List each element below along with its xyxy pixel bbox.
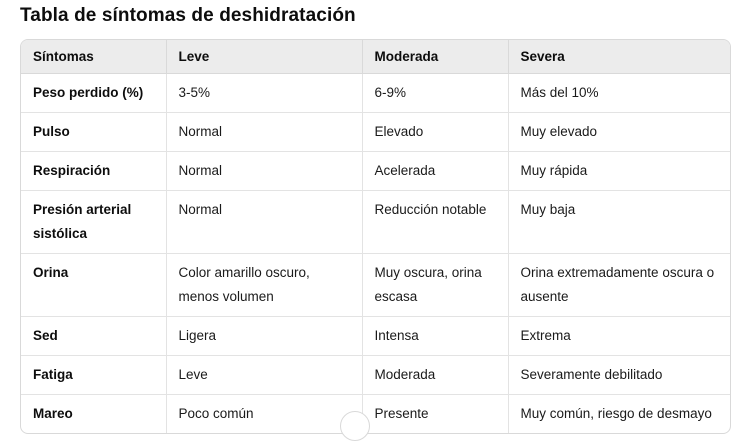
cell-severa: Severamente debilitado <box>508 355 730 395</box>
table-row: Peso perdido (%) 3-5% 6-9% Más del 10% <box>21 73 730 113</box>
header-sintomas: Síntomas <box>21 40 167 74</box>
row-label: Presión arterial sistólica <box>21 190 167 254</box>
cell-leve: Color amarillo oscuro, menos volumen <box>166 253 363 317</box>
header-severa: Severa <box>508 40 730 74</box>
cell-moderada: 6-9% <box>362 73 509 113</box>
row-label: Sed <box>21 316 167 356</box>
row-label: Mareo <box>21 394 167 433</box>
cell-severa: Muy baja <box>508 190 730 254</box>
cell-severa: Muy elevado <box>508 112 730 152</box>
symptoms-table: Síntomas Leve Moderada Severa Peso perdi… <box>21 40 730 433</box>
header-moderada: Moderada <box>362 40 509 74</box>
row-label: Pulso <box>21 112 167 152</box>
table-row: Mareo Poco común Presente Muy común, rie… <box>21 394 730 433</box>
cell-severa: Extrema <box>508 316 730 356</box>
cell-severa: Orina extremadamente oscura o ausente <box>508 253 730 317</box>
cell-moderada: Muy oscura, orina escasa <box>362 253 509 317</box>
cell-leve: Normal <box>166 112 363 152</box>
cell-moderada: Acelerada <box>362 151 509 191</box>
cell-moderada: Reducción notable <box>362 190 509 254</box>
symptoms-table-container: Síntomas Leve Moderada Severa Peso perdi… <box>20 39 731 434</box>
table-row: Fatiga Leve Moderada Severamente debilit… <box>21 355 730 395</box>
cell-leve: Leve <box>166 355 363 395</box>
cell-moderada: Elevado <box>362 112 509 152</box>
cell-moderada: Presente <box>362 394 509 433</box>
cell-severa: Muy común, riesgo de desmayo <box>520 405 712 421</box>
scroll-down-button[interactable] <box>340 411 370 441</box>
row-label: Fatiga <box>21 355 167 395</box>
cell-leve: Poco común <box>166 394 363 433</box>
cell-moderada: Intensa <box>362 316 509 356</box>
table-row: Orina Color amarillo oscuro, menos volum… <box>21 253 730 317</box>
header-leve: Leve <box>166 40 363 74</box>
cell-leve: 3-5% <box>166 73 363 113</box>
table-header-row: Síntomas Leve Moderada Severa <box>21 40 730 74</box>
cell-leve: Normal <box>166 151 363 191</box>
cell-severa: Más del 10% <box>508 73 730 113</box>
row-label: Orina <box>21 253 167 317</box>
cell-leve: Normal <box>166 190 363 254</box>
cell-moderada: Moderada <box>362 355 509 395</box>
table-row: Sed Ligera Intensa Extrema <box>21 316 730 356</box>
table-row: Presión arterial sistólica Normal Reducc… <box>21 190 730 254</box>
table-row: Pulso Normal Elevado Muy elevado <box>21 112 730 152</box>
table-row: Respiración Normal Acelerada Muy rápida <box>21 151 730 191</box>
cell-leve: Ligera <box>166 316 363 356</box>
cell-severa: Muy rápida <box>508 151 730 191</box>
page-title: Tabla de síntomas de deshidratación <box>20 5 356 26</box>
row-label: Peso perdido (%) <box>21 73 167 113</box>
row-label: Respiración <box>21 151 167 191</box>
